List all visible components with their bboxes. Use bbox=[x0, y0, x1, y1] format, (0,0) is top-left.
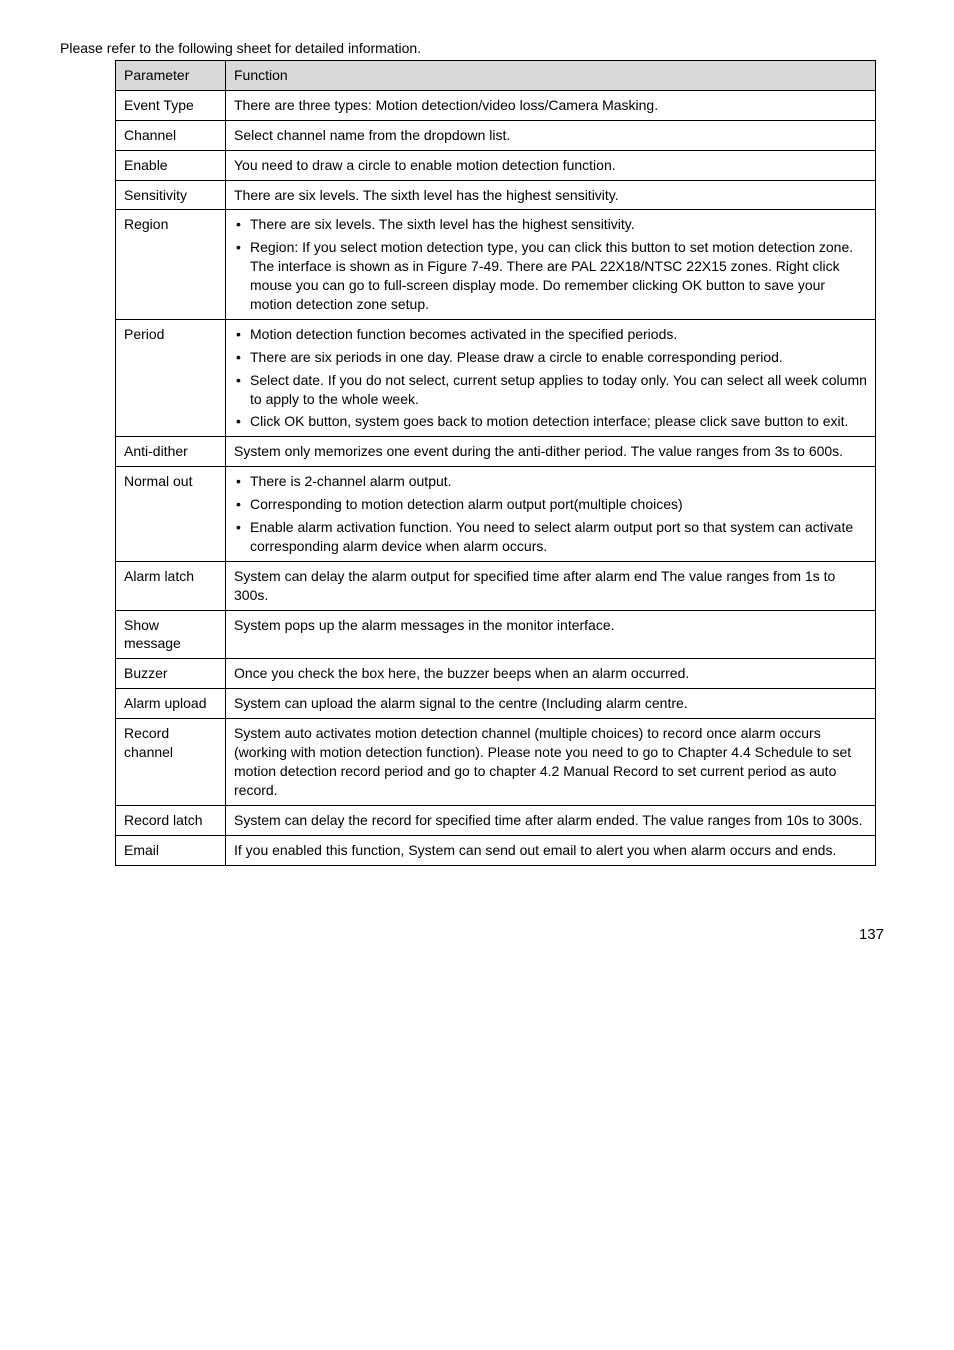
func-period: Motion detection function becomes activa… bbox=[226, 319, 876, 436]
period-bullet: There are six periods in one day. Please… bbox=[250, 348, 867, 367]
parameter-table: Parameter Function Event Type There are … bbox=[115, 60, 876, 866]
table-row: Region There are six levels. The sixth l… bbox=[116, 210, 876, 319]
func-email: If you enabled this function, System can… bbox=[226, 835, 876, 865]
param-period: Period bbox=[116, 319, 226, 436]
table-row: Channel Select channel name from the dro… bbox=[116, 120, 876, 150]
func-show-message: System pops up the alarm messages in the… bbox=[226, 610, 876, 659]
table-row: Record channel System auto activates mot… bbox=[116, 719, 876, 806]
period-bullet: Select date. If you do not select, curre… bbox=[250, 371, 867, 409]
param-alarm-upload: Alarm upload bbox=[116, 689, 226, 719]
table-row: Show message System pops up the alarm me… bbox=[116, 610, 876, 659]
period-bullet: Motion detection function becomes activa… bbox=[250, 325, 867, 344]
table-row: Period Motion detection function becomes… bbox=[116, 319, 876, 436]
param-alarm-latch: Alarm latch bbox=[116, 561, 226, 610]
table-header-row: Parameter Function bbox=[116, 61, 876, 91]
table-row: Alarm upload System can upload the alarm… bbox=[116, 689, 876, 719]
func-event-type: There are three types: Motion detection/… bbox=[226, 90, 876, 120]
param-region: Region bbox=[116, 210, 226, 319]
func-region: There are six levels. The sixth level ha… bbox=[226, 210, 876, 319]
normal-out-bullet: Enable alarm activation function. You ne… bbox=[250, 518, 867, 556]
normal-out-bullet: Corresponding to motion detection alarm … bbox=[250, 495, 867, 514]
table-row: Event Type There are three types: Motion… bbox=[116, 90, 876, 120]
param-buzzer: Buzzer bbox=[116, 659, 226, 689]
param-record-latch: Record latch bbox=[116, 805, 226, 835]
param-show-message: Show message bbox=[116, 610, 226, 659]
table-row: Alarm latch System can delay the alarm o… bbox=[116, 561, 876, 610]
func-sensitivity: There are six levels. The sixth level ha… bbox=[226, 180, 876, 210]
param-sensitivity: Sensitivity bbox=[116, 180, 226, 210]
func-record-channel: System auto activates motion detection c… bbox=[226, 719, 876, 806]
func-record-latch: System can delay the record for specifie… bbox=[226, 805, 876, 835]
func-alarm-latch: System can delay the alarm output for sp… bbox=[226, 561, 876, 610]
header-function: Function bbox=[226, 61, 876, 91]
table-row: Enable You need to draw a circle to enab… bbox=[116, 150, 876, 180]
table-row: Normal out There is 2-channel alarm outp… bbox=[116, 467, 876, 562]
func-anti-dither: System only memorizes one event during t… bbox=[226, 437, 876, 467]
table-row: Sensitivity There are six levels. The si… bbox=[116, 180, 876, 210]
func-buzzer: Once you check the box here, the buzzer … bbox=[226, 659, 876, 689]
page-number: 137 bbox=[60, 926, 884, 943]
table-row: Record latch System can delay the record… bbox=[116, 805, 876, 835]
param-channel: Channel bbox=[116, 120, 226, 150]
param-email: Email bbox=[116, 835, 226, 865]
param-enable: Enable bbox=[116, 150, 226, 180]
param-anti-dither: Anti-dither bbox=[116, 437, 226, 467]
param-event-type: Event Type bbox=[116, 90, 226, 120]
func-alarm-upload: System can upload the alarm signal to th… bbox=[226, 689, 876, 719]
func-channel: Select channel name from the dropdown li… bbox=[226, 120, 876, 150]
table-row: Anti-dither System only memorizes one ev… bbox=[116, 437, 876, 467]
table-row: Buzzer Once you check the box here, the … bbox=[116, 659, 876, 689]
func-enable: You need to draw a circle to enable moti… bbox=[226, 150, 876, 180]
period-bullet: Click OK button, system goes back to mot… bbox=[250, 412, 867, 431]
func-normal-out: There is 2-channel alarm output. Corresp… bbox=[226, 467, 876, 562]
region-bullet: There are six levels. The sixth level ha… bbox=[250, 215, 867, 234]
table-row: Email If you enabled this function, Syst… bbox=[116, 835, 876, 865]
header-parameter: Parameter bbox=[116, 61, 226, 91]
param-normal-out: Normal out bbox=[116, 467, 226, 562]
normal-out-bullet: There is 2-channel alarm output. bbox=[250, 472, 867, 491]
intro-text: Please refer to the following sheet for … bbox=[60, 40, 894, 56]
region-bullet: Region: If you select motion detection t… bbox=[250, 238, 867, 314]
param-record-channel: Record channel bbox=[116, 719, 226, 806]
